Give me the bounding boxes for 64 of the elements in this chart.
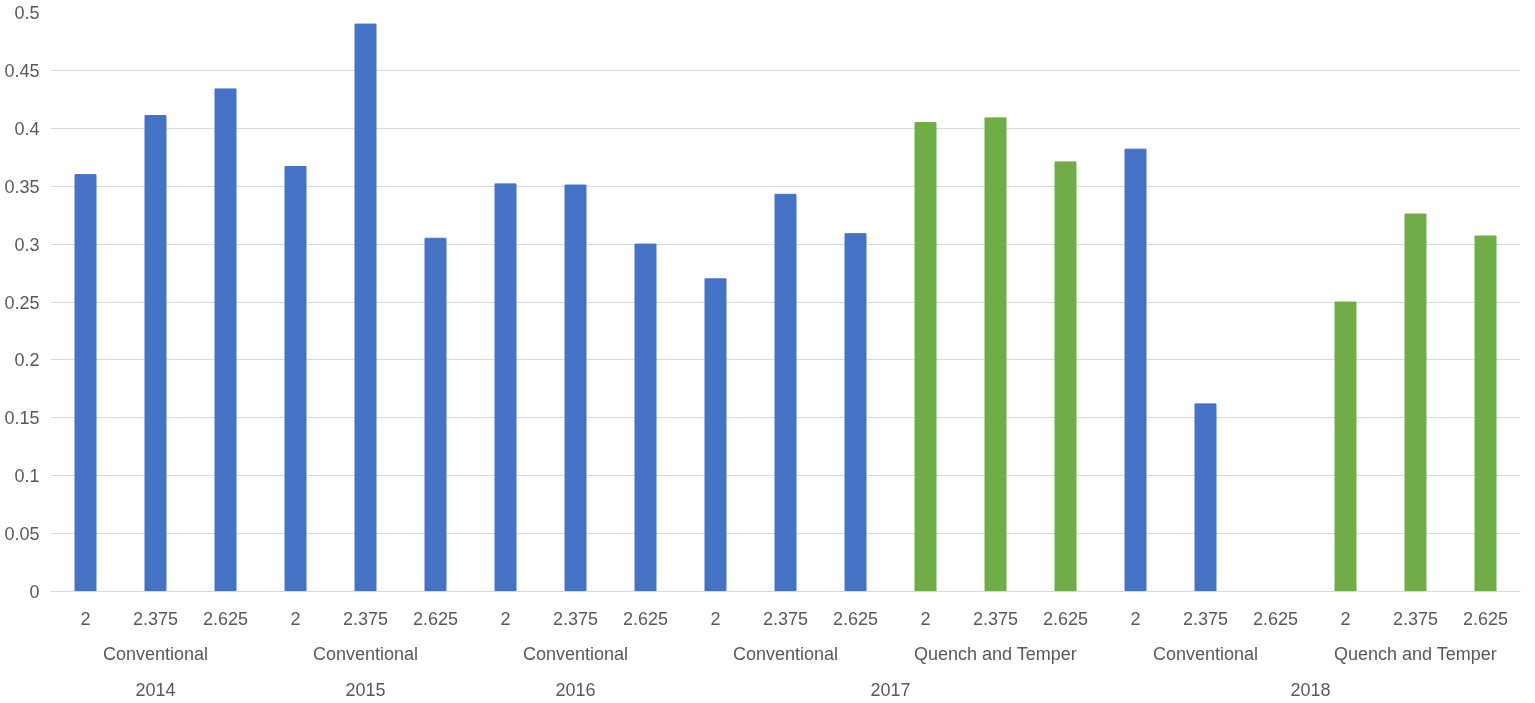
y-tick-label: 0.3 [14, 234, 40, 255]
x-tick-label: 2.625 [832, 608, 879, 629]
y-tick-label: 0.1 [14, 466, 40, 487]
bar [984, 117, 1007, 592]
x-tick-label: 2.375 [1182, 608, 1229, 629]
x-tick-label: 2.375 [342, 608, 389, 629]
bar [1474, 235, 1497, 592]
y-tick-label: 0.4 [14, 118, 40, 139]
x-tick-label: 2 [710, 608, 721, 629]
y-tick-label: 0.35 [4, 176, 40, 197]
bar [354, 23, 377, 592]
x-tick-label: 2.625 [1042, 608, 1089, 629]
text: Quench and Temper [1333, 643, 1497, 664]
bar [1334, 301, 1357, 592]
text: Quench and Temper [913, 643, 1077, 664]
x-tick-label: 2 [500, 608, 511, 629]
bar [1054, 161, 1077, 592]
text: 2017 [870, 679, 911, 700]
x-tick-label: 2 [1340, 608, 1351, 629]
x-tick-label: 2 [290, 608, 301, 629]
x-tick-label: 2 [1130, 608, 1141, 629]
y-tick-label: 0.15 [4, 408, 40, 429]
text: 2016 [555, 679, 596, 700]
bar [774, 193, 797, 592]
x-tick-label: 2.625 [1252, 608, 1299, 629]
y-tick-label: 0.25 [4, 292, 40, 313]
bar [844, 233, 867, 592]
text: Conventional [102, 643, 209, 664]
text: Conventional [522, 643, 629, 664]
bar [74, 174, 97, 592]
text: 2018 [1290, 679, 1331, 700]
x-tick-label: 2.375 [1392, 608, 1439, 629]
text: 2014 [135, 679, 176, 700]
text: Conventional [1152, 643, 1259, 664]
y-tick-label: 0.5 [14, 3, 40, 23]
x-tick-label: 2.625 [1462, 608, 1509, 629]
y-tick-label: 0.45 [4, 60, 40, 81]
y-tick-label: 0 [29, 582, 40, 602]
bar [1404, 213, 1427, 592]
x-tick-label: 2.375 [972, 608, 1019, 629]
bar [564, 184, 587, 592]
x-tick-label: 2.375 [132, 608, 179, 629]
x-tick-label: 2.625 [622, 608, 669, 629]
text: Conventional [312, 643, 419, 664]
bar [914, 122, 937, 592]
bar [144, 115, 167, 592]
text: 2015 [345, 679, 386, 700]
bar [1194, 403, 1217, 592]
x-tick-label: 2 [80, 608, 91, 629]
y-tick-label: 0.05 [4, 524, 40, 545]
bar [494, 183, 517, 592]
bar [214, 88, 237, 592]
x-tick-label: 2.375 [762, 608, 809, 629]
bar [704, 278, 727, 592]
bar [424, 237, 447, 592]
x-tick-label: 2 [920, 608, 931, 629]
y-tick-label: 0.2 [14, 350, 40, 371]
bar [284, 166, 307, 592]
bar [634, 243, 657, 592]
x-tick-label: 2.375 [552, 608, 599, 629]
x-tick-label: 2.625 [412, 608, 459, 629]
x-tick-label: 2.625 [202, 608, 249, 629]
text: Conventional [732, 643, 839, 664]
bar [1124, 148, 1147, 592]
